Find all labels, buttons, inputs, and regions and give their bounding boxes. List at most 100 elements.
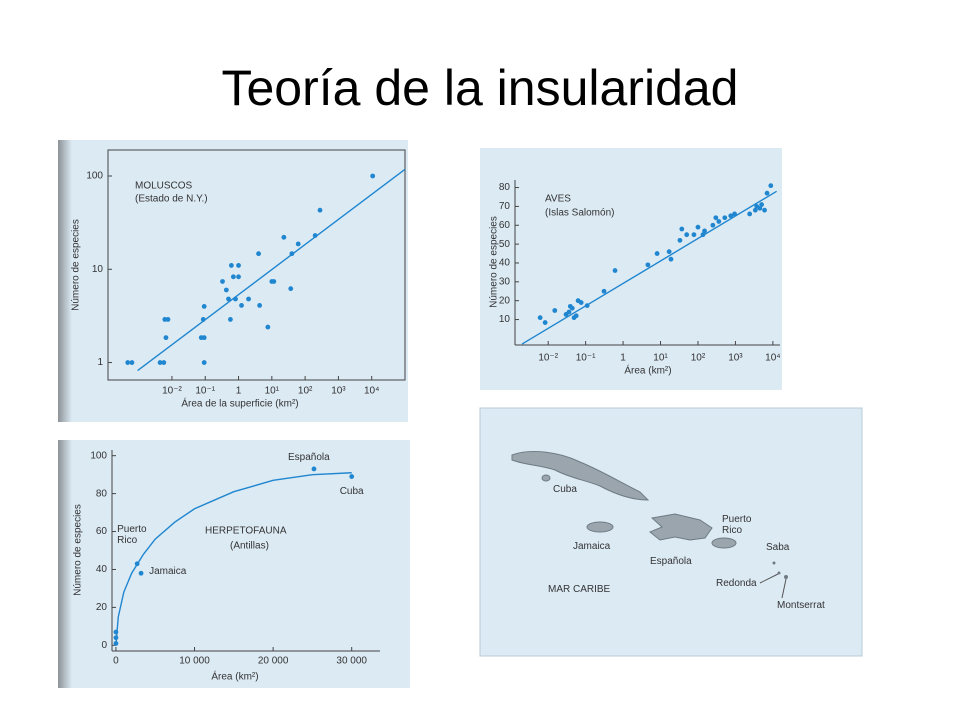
chart-panel [480,148,782,390]
fit-line [115,472,352,646]
data-point [257,302,263,308]
data-point [281,234,287,240]
island-montserrat [784,575,788,579]
data-point [713,215,719,221]
data-point [201,360,207,365]
data-point [757,205,763,211]
data-point [113,635,119,641]
chart-panel [58,140,408,422]
data-point [239,302,244,308]
data-point [752,207,758,213]
data-point [138,570,144,576]
map-label: Redonda [716,578,757,589]
point-label: Cuba [339,485,364,497]
y-tick-label: 10 [499,314,511,325]
data-point [201,335,207,341]
data-point [246,296,251,302]
data-point [732,211,737,217]
data-point [317,207,323,213]
island-puerto-rico [711,537,737,549]
y-tick-label: 80 [96,488,108,499]
data-point [716,219,722,224]
x-tick-label: 10³ [728,353,743,364]
x-tick-label: 10⁴ [765,353,780,364]
data-point [764,190,770,196]
x-tick-label: 10¹ [653,353,668,364]
y-tick-label: 40 [96,564,108,575]
map-label: Cuba [553,484,577,495]
data-point [157,360,163,365]
x-tick-label: 10¹ [265,386,280,397]
data-point [722,215,728,221]
data-point [200,317,206,322]
data-point [677,237,683,243]
x-tick-label: 10 000 [179,656,210,667]
map-label: Española [650,556,692,567]
data-point [265,324,271,330]
y-tick-label: 20 [499,295,511,306]
data-point [295,241,301,247]
data-point [311,466,317,472]
y-tick-label: 30 [499,276,511,287]
y-tick-label: 0 [101,640,107,651]
data-point [700,232,706,238]
x-tick-label: 10⁻¹ [195,386,215,397]
x-tick-label: 10⁻¹ [576,353,596,364]
chart-subtitle: (Antillas) [230,541,269,552]
data-point [578,300,584,305]
y-tick-label: 10 [92,264,104,275]
data-point [201,303,207,309]
y-tick-label: 40 [499,258,511,269]
y-tick-label: 60 [96,526,108,537]
fit-line [137,168,406,372]
chart-title: AVES [545,194,571,205]
y-tick-label: 20 [96,602,108,613]
data-point [612,268,618,273]
y-tick-label: 80 [499,182,511,193]
leader-line [781,578,787,599]
point-label: Puerto Rico [117,523,147,546]
data-point [161,360,167,365]
chart-title: HERPETOFAUNA [205,526,287,537]
map-label: Puerto Rico [722,514,752,536]
binding-shadow [58,140,72,422]
data-point [125,360,131,365]
data-point [537,315,543,321]
x-tick-label: 10² [298,386,313,397]
data-point [584,303,590,308]
plot-frame [107,149,406,381]
island-redonda [777,571,781,575]
x-tick-label: 0 [113,656,119,667]
data-point [312,233,318,238]
data-point [566,309,572,315]
data-point [226,296,231,302]
data-point [654,251,660,256]
data-point [370,173,376,179]
data-point [256,251,261,257]
map-label: Jamaica [573,541,611,552]
data-point [728,213,734,219]
x-axis-label: Área (km²) [624,364,671,377]
x-axis-label: Área de la superficie (km²) [181,397,298,410]
data-point [691,232,697,238]
data-point [233,296,238,302]
data-point [645,262,651,268]
x-tick-label: 10⁴ [364,386,379,397]
data-point [134,561,140,567]
y-axis-label: Número de especies [73,504,84,596]
x-tick-label: 10³ [331,386,346,397]
data-point [220,279,225,284]
data-point [747,211,753,217]
data-point [552,308,558,313]
map-label: Saba [766,542,790,553]
point-label: Jamaica [149,566,187,578]
data-point [601,288,607,294]
data-point [289,251,295,257]
data-point [668,256,674,262]
x-tick-label: 1 [620,353,626,364]
chart: 10⁻² 10⁻¹ 1 10¹ 10² 10³ 10⁴ 1 10 100 MOLUSCOS (Esta… [58,140,408,422]
data-point [702,228,707,234]
binding-shadow [58,440,72,688]
